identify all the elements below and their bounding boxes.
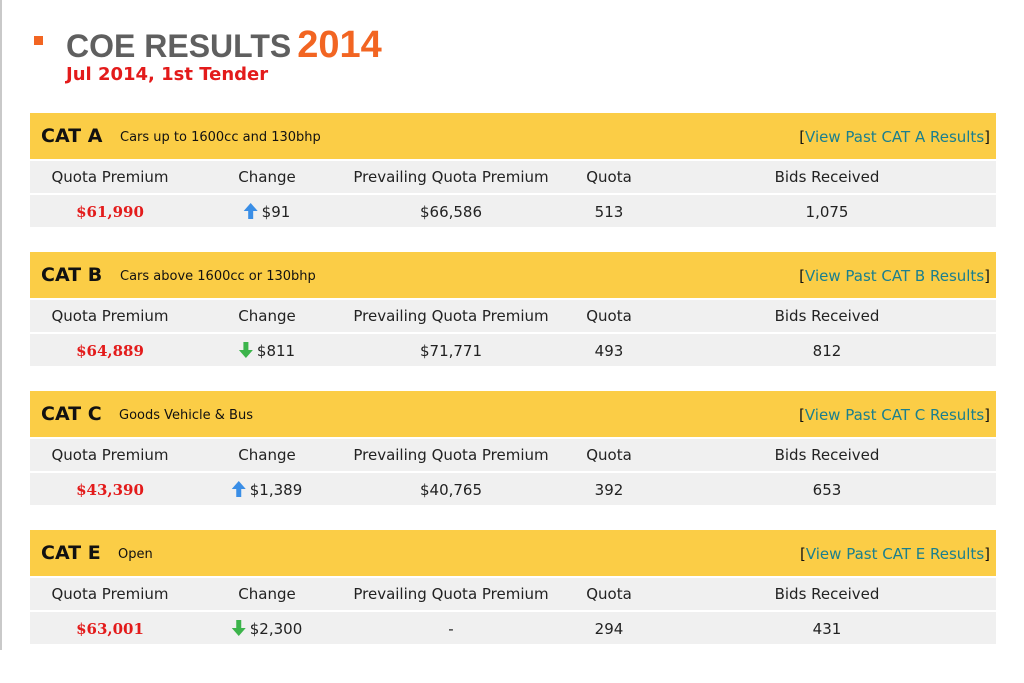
category-header: CAT C Goods Vehicle & Bus [View Past CAT… xyxy=(30,391,996,437)
category-description: Cars above 1600cc or 130bhp xyxy=(120,269,316,284)
change-amount: $2,300 xyxy=(249,620,303,638)
page-title: COE RESULTS 2014 xyxy=(66,24,382,67)
col-header-quota: Quota xyxy=(586,168,632,186)
col-header-change: Change xyxy=(238,168,296,186)
col-header-bids: Bids Received xyxy=(774,585,880,603)
prevailing-value: - xyxy=(448,620,454,638)
quota-value: 513 xyxy=(594,203,624,221)
quota-premium-value: $63,001 xyxy=(76,620,144,638)
column-header-row: Quota Premium Change Prevailing Quota Pr… xyxy=(30,159,996,193)
category-name: CAT E xyxy=(41,542,101,564)
category-name: CAT C xyxy=(41,403,102,425)
col-header-bids: Bids Received xyxy=(774,446,880,464)
link-bracket-open: [ xyxy=(798,406,805,424)
prevailing-value: $40,765 xyxy=(419,481,483,499)
values-row: $61,990 $91 $66,586 513 1,075 xyxy=(30,193,996,227)
col-header-prevailing: Prevailing Quota Premium xyxy=(353,585,549,603)
quota-premium-value: $64,889 xyxy=(76,342,144,360)
category-description: Open xyxy=(118,547,153,562)
col-header-prevailing: Prevailing Quota Premium xyxy=(353,446,549,464)
bids-value: 1,075 xyxy=(805,203,849,221)
prevailing-value: $71,771 xyxy=(419,342,483,360)
column-header-row: Quota Premium Change Prevailing Quota Pr… xyxy=(30,437,996,471)
quota-value: 294 xyxy=(594,620,624,638)
column-header-row: Quota Premium Change Prevailing Quota Pr… xyxy=(30,576,996,610)
category-name: CAT B xyxy=(41,264,103,286)
left-border-line xyxy=(0,0,2,650)
category-name: CAT A xyxy=(41,125,103,147)
link-bracket-open: [ xyxy=(799,128,806,146)
col-header-quota: Quota xyxy=(586,307,632,325)
col-header-change: Change xyxy=(238,307,296,325)
values-row: $64,889 $811 $71,771 493 812 xyxy=(30,332,996,366)
bids-value: 431 xyxy=(812,620,842,638)
change-value: $1,389 xyxy=(231,481,303,499)
category-block-cat-b: CAT B Cars above 1600cc or 130bhp [View … xyxy=(30,252,996,366)
col-header-quota: Quota xyxy=(586,585,632,603)
category-description: Cars up to 1600cc and 130bhp xyxy=(120,130,321,145)
prevailing-value: $66,586 xyxy=(419,203,483,221)
category-block-cat-c: CAT C Goods Vehicle & Bus [View Past CAT… xyxy=(30,391,996,505)
category-header: CAT E Open [View Past CAT E Results] xyxy=(30,530,996,576)
arrow-up-icon xyxy=(231,481,246,497)
link-bracket-open: [ xyxy=(799,545,806,563)
category-block-cat-a: CAT A Cars up to 1600cc and 130bhp [View… xyxy=(30,113,996,227)
link-bracket-close: ] xyxy=(984,128,990,146)
col-header-prevailing: Prevailing Quota Premium xyxy=(353,307,549,325)
view-past-cat-b-results-link[interactable]: View Past CAT B Results xyxy=(805,267,985,285)
change-value: $2,300 xyxy=(231,620,303,638)
bids-value: 653 xyxy=(812,481,842,499)
arrow-up-icon xyxy=(243,203,258,219)
link-bracket-close: ] xyxy=(984,267,990,285)
quota-premium-value: $43,390 xyxy=(76,481,144,499)
values-row: $43,390 $1,389 $40,765 392 653 xyxy=(30,471,996,505)
quota-value: 392 xyxy=(594,481,624,499)
col-header-quota: Quota xyxy=(586,446,632,464)
orange-square-bullet-icon xyxy=(34,36,43,45)
link-bracket-close: ] xyxy=(984,406,990,424)
category-header: CAT A Cars up to 1600cc and 130bhp [View… xyxy=(30,113,996,159)
col-header-bids: Bids Received xyxy=(774,307,880,325)
view-past-results-link: [View Past CAT C Results] xyxy=(799,406,990,424)
view-past-cat-c-results-link[interactable]: View Past CAT C Results xyxy=(804,406,985,424)
col-header-quota-premium: Quota Premium xyxy=(51,446,169,464)
view-past-cat-e-results-link[interactable]: View Past CAT E Results xyxy=(805,545,985,563)
col-header-change: Change xyxy=(238,446,296,464)
col-header-change: Change xyxy=(238,585,296,603)
change-amount: $811 xyxy=(256,342,296,360)
change-amount: $91 xyxy=(261,203,291,221)
column-header-row: Quota Premium Change Prevailing Quota Pr… xyxy=(30,298,996,332)
category-block-cat-e: CAT E Open [View Past CAT E Results] Quo… xyxy=(30,530,996,644)
category-description: Goods Vehicle & Bus xyxy=(119,408,253,423)
page-header: COE RESULTS 2014 Jul 2014, 1st Tender xyxy=(34,18,994,98)
title-main: COE RESULTS xyxy=(66,28,292,64)
quota-premium-value: $61,990 xyxy=(76,203,144,221)
category-header: CAT B Cars above 1600cc or 130bhp [View … xyxy=(30,252,996,298)
view-past-results-link: [View Past CAT A Results] xyxy=(799,128,990,146)
quota-value: 493 xyxy=(594,342,624,360)
title-year: 2014 xyxy=(297,24,382,66)
view-past-cat-a-results-link[interactable]: View Past CAT A Results xyxy=(805,128,985,146)
values-row: $63,001 $2,300 - 294 431 xyxy=(30,610,996,644)
change-value: $811 xyxy=(238,342,296,360)
view-past-results-link: [View Past CAT B Results] xyxy=(799,267,990,285)
col-header-quota-premium: Quota Premium xyxy=(51,168,169,186)
link-bracket-open: [ xyxy=(799,267,806,285)
col-header-prevailing: Prevailing Quota Premium xyxy=(353,168,549,186)
tender-subtitle: Jul 2014, 1st Tender xyxy=(66,64,269,85)
link-bracket-close: ] xyxy=(984,545,990,563)
arrow-down-icon xyxy=(238,342,253,358)
bids-value: 812 xyxy=(812,342,842,360)
col-header-quota-premium: Quota Premium xyxy=(51,307,169,325)
arrow-down-icon xyxy=(231,620,246,636)
change-value: $91 xyxy=(243,203,291,221)
view-past-results-link: [View Past CAT E Results] xyxy=(800,545,990,563)
change-amount: $1,389 xyxy=(249,481,303,499)
col-header-bids: Bids Received xyxy=(774,168,880,186)
col-header-quota-premium: Quota Premium xyxy=(51,585,169,603)
